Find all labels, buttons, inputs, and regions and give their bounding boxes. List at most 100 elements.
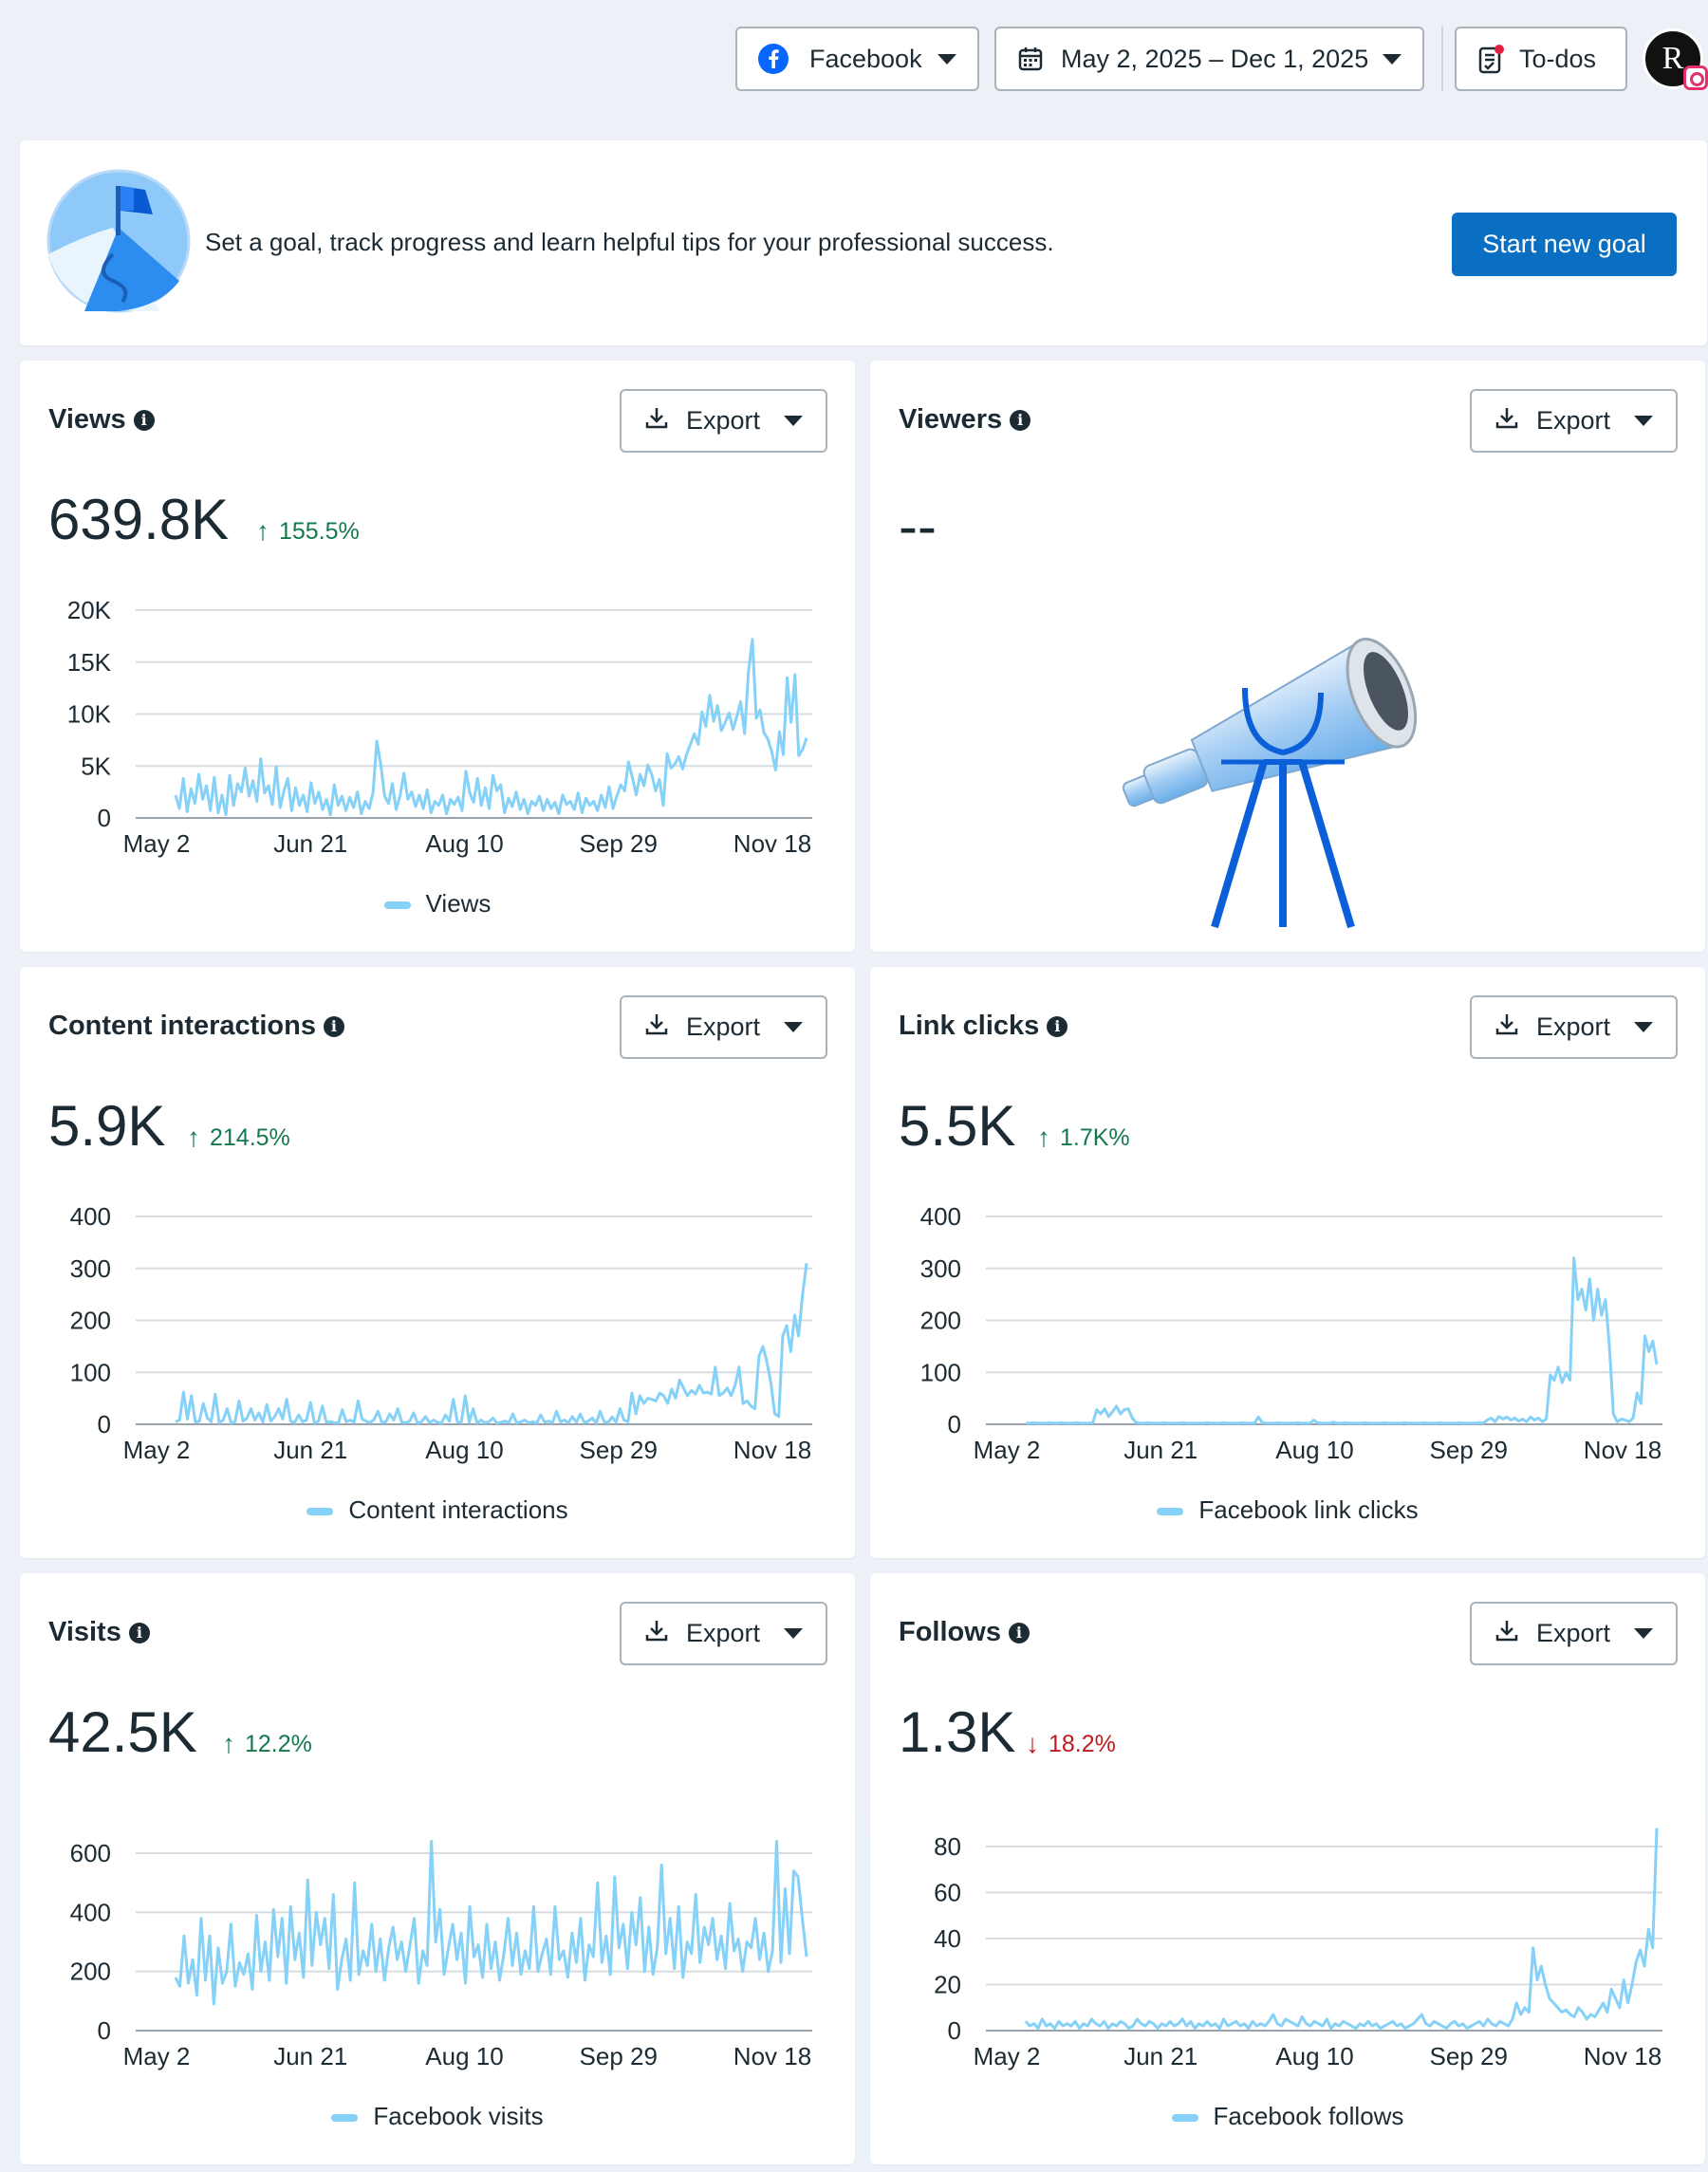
y-tick-label: 60 <box>934 1879 961 1907</box>
y-tick-label: 0 <box>98 1410 111 1439</box>
follows-card: Follows i Export 1.3K ↓ 18.2% 0 20 40 60 80 M… <box>870 1573 1705 2164</box>
visits-chart: 0 200 400 600 May 2 Jun 21 Aug 10 Sep 29 Nov 18 <box>70 1839 812 2070</box>
y-tick-label: 0 <box>98 2016 111 2045</box>
x-tick-label: Jun 21 <box>1123 1436 1197 1464</box>
viewers-card: Viewers i Export -- <box>870 361 1705 952</box>
y-tick-label: 200 <box>920 1307 961 1335</box>
x-tick-label: Nov 18 <box>733 829 811 858</box>
avatar-letter: R <box>1662 41 1684 76</box>
download-icon <box>644 405 669 436</box>
date-range-label: May 2, 2025 – Dec 1, 2025 <box>1061 44 1369 73</box>
metric-value: 42.5K <box>48 1700 197 1764</box>
x-tick-label: Aug 10 <box>1275 2042 1353 2070</box>
series-line[interactable] <box>174 1840 808 2006</box>
metric-value: 5.5K <box>899 1094 1016 1158</box>
x-tick-label: Jun 21 <box>273 1436 347 1464</box>
legend-label: Content interactions <box>348 1495 568 1524</box>
chevron-down-icon <box>784 416 803 426</box>
link-clicks-chart: 0 100 200 300 400 May 2 Jun 21 Aug 10 Sep 29 Nov … <box>920 1202 1662 1464</box>
series-line[interactable] <box>1026 1256 1659 1425</box>
x-tick-label: May 2 <box>974 2042 1041 2070</box>
metric-delta: ↑ 1.7K% <box>1037 1123 1130 1153</box>
info-icon[interactable]: i <box>1047 1015 1068 1037</box>
x-tick-label: Nov 18 <box>1584 1436 1662 1464</box>
download-icon <box>1494 405 1519 436</box>
y-tick-label: 400 <box>70 1202 111 1231</box>
info-icon[interactable]: i <box>1010 409 1031 431</box>
legend-swatch <box>1171 2114 1198 2123</box>
export-button[interactable]: Export <box>1470 995 1678 1059</box>
chevron-down-icon <box>784 1628 803 1639</box>
info-icon[interactable]: i <box>1008 1622 1030 1643</box>
platform-selector[interactable]: Facebook <box>735 27 979 91</box>
visits-card: Visits i Export 42.5K ↑ 12.2% 0 200 400 600… <box>20 1573 855 2164</box>
x-tick-label: Nov 18 <box>733 1436 811 1464</box>
facebook-icon <box>758 44 789 74</box>
legend-label: Facebook link clicks <box>1198 1495 1419 1524</box>
export-label: Export <box>686 1619 761 1647</box>
y-tick-label: 300 <box>70 1254 111 1283</box>
goal-banner: Set a goal, track progress and learn hel… <box>20 140 1707 345</box>
todos-button[interactable]: To-dos <box>1455 27 1627 91</box>
chart-legend: Facebook visits <box>20 2102 855 2131</box>
chart-legend: Facebook link clicks <box>870 1495 1705 1525</box>
y-tick-label: 10K <box>67 700 112 729</box>
download-icon <box>644 1618 669 1649</box>
start-new-goal-button[interactable]: Start new goal <box>1452 213 1677 276</box>
goal-flag-illustration <box>46 169 191 318</box>
metric-delta: ↑ 155.5% <box>256 516 360 547</box>
export-button[interactable]: Export <box>620 995 827 1059</box>
chevron-down-icon <box>1383 53 1402 65</box>
x-tick-label: Nov 18 <box>733 2042 811 2070</box>
chart-legend: Views <box>20 889 855 919</box>
y-tick-label: 600 <box>70 1839 111 1867</box>
legend-swatch <box>383 901 411 910</box>
series-line[interactable] <box>175 1263 808 1425</box>
content-interactions-chart: 0 100 200 300 400 May 2 Jun 21 Aug 10 Sep 29 Nov … <box>70 1202 812 1464</box>
card-title-label: Viewers <box>899 404 1003 435</box>
y-tick-label: 80 <box>934 1832 961 1861</box>
y-tick-label: 15K <box>67 648 112 677</box>
info-icon[interactable]: i <box>133 409 155 431</box>
date-range-selector[interactable]: May 2, 2025 – Dec 1, 2025 <box>994 27 1424 91</box>
export-label: Export <box>686 406 761 435</box>
x-tick-label: Sep 29 <box>1430 2042 1508 2070</box>
x-tick-label: Jun 21 <box>273 829 347 858</box>
export-button[interactable]: Export <box>620 1602 827 1665</box>
series-line[interactable] <box>1024 1828 1659 2031</box>
export-button[interactable]: Export <box>1470 1602 1678 1665</box>
card-title-label: Follows <box>899 1617 1001 1647</box>
legend-swatch <box>306 1508 334 1516</box>
todo-list-icon <box>1477 44 1506 74</box>
x-tick-label: Aug 10 <box>425 2042 503 2070</box>
metric-delta-value: 12.2% <box>245 1730 312 1757</box>
legend-swatch <box>1157 1508 1184 1516</box>
export-button[interactable]: Export <box>620 389 827 453</box>
metric-delta: ↓ 18.2% <box>1026 1729 1116 1759</box>
platform-label: Facebook <box>809 44 922 73</box>
y-tick-label: 300 <box>920 1254 961 1283</box>
x-tick-label: Sep 29 <box>580 2042 658 2070</box>
y-tick-label: 100 <box>70 1358 111 1386</box>
instagram-icon <box>1683 65 1708 90</box>
y-tick-label: 400 <box>920 1202 961 1231</box>
card-title: Content interactions i <box>48 1011 344 1042</box>
y-tick-label: 40 <box>934 1924 961 1953</box>
todos-label: To-dos <box>1519 44 1597 73</box>
chevron-down-icon <box>784 1022 803 1032</box>
x-tick-label: Sep 29 <box>580 1436 658 1464</box>
export-button[interactable]: Export <box>1470 389 1678 453</box>
y-tick-label: 5K <box>81 752 111 780</box>
x-tick-label: May 2 <box>123 2042 191 2070</box>
download-icon <box>1494 1012 1519 1043</box>
y-tick-label: 20 <box>934 1971 961 1999</box>
series-line[interactable] <box>174 638 808 817</box>
y-tick-label: 0 <box>948 2016 961 2045</box>
x-tick-label: Jun 21 <box>273 2042 347 2070</box>
avatar[interactable]: R <box>1643 28 1708 90</box>
x-tick-label: May 2 <box>974 1436 1041 1464</box>
divider <box>1441 27 1443 91</box>
info-icon[interactable]: i <box>323 1015 344 1037</box>
info-icon[interactable]: i <box>128 1622 150 1643</box>
legend-swatch <box>331 2114 359 2123</box>
